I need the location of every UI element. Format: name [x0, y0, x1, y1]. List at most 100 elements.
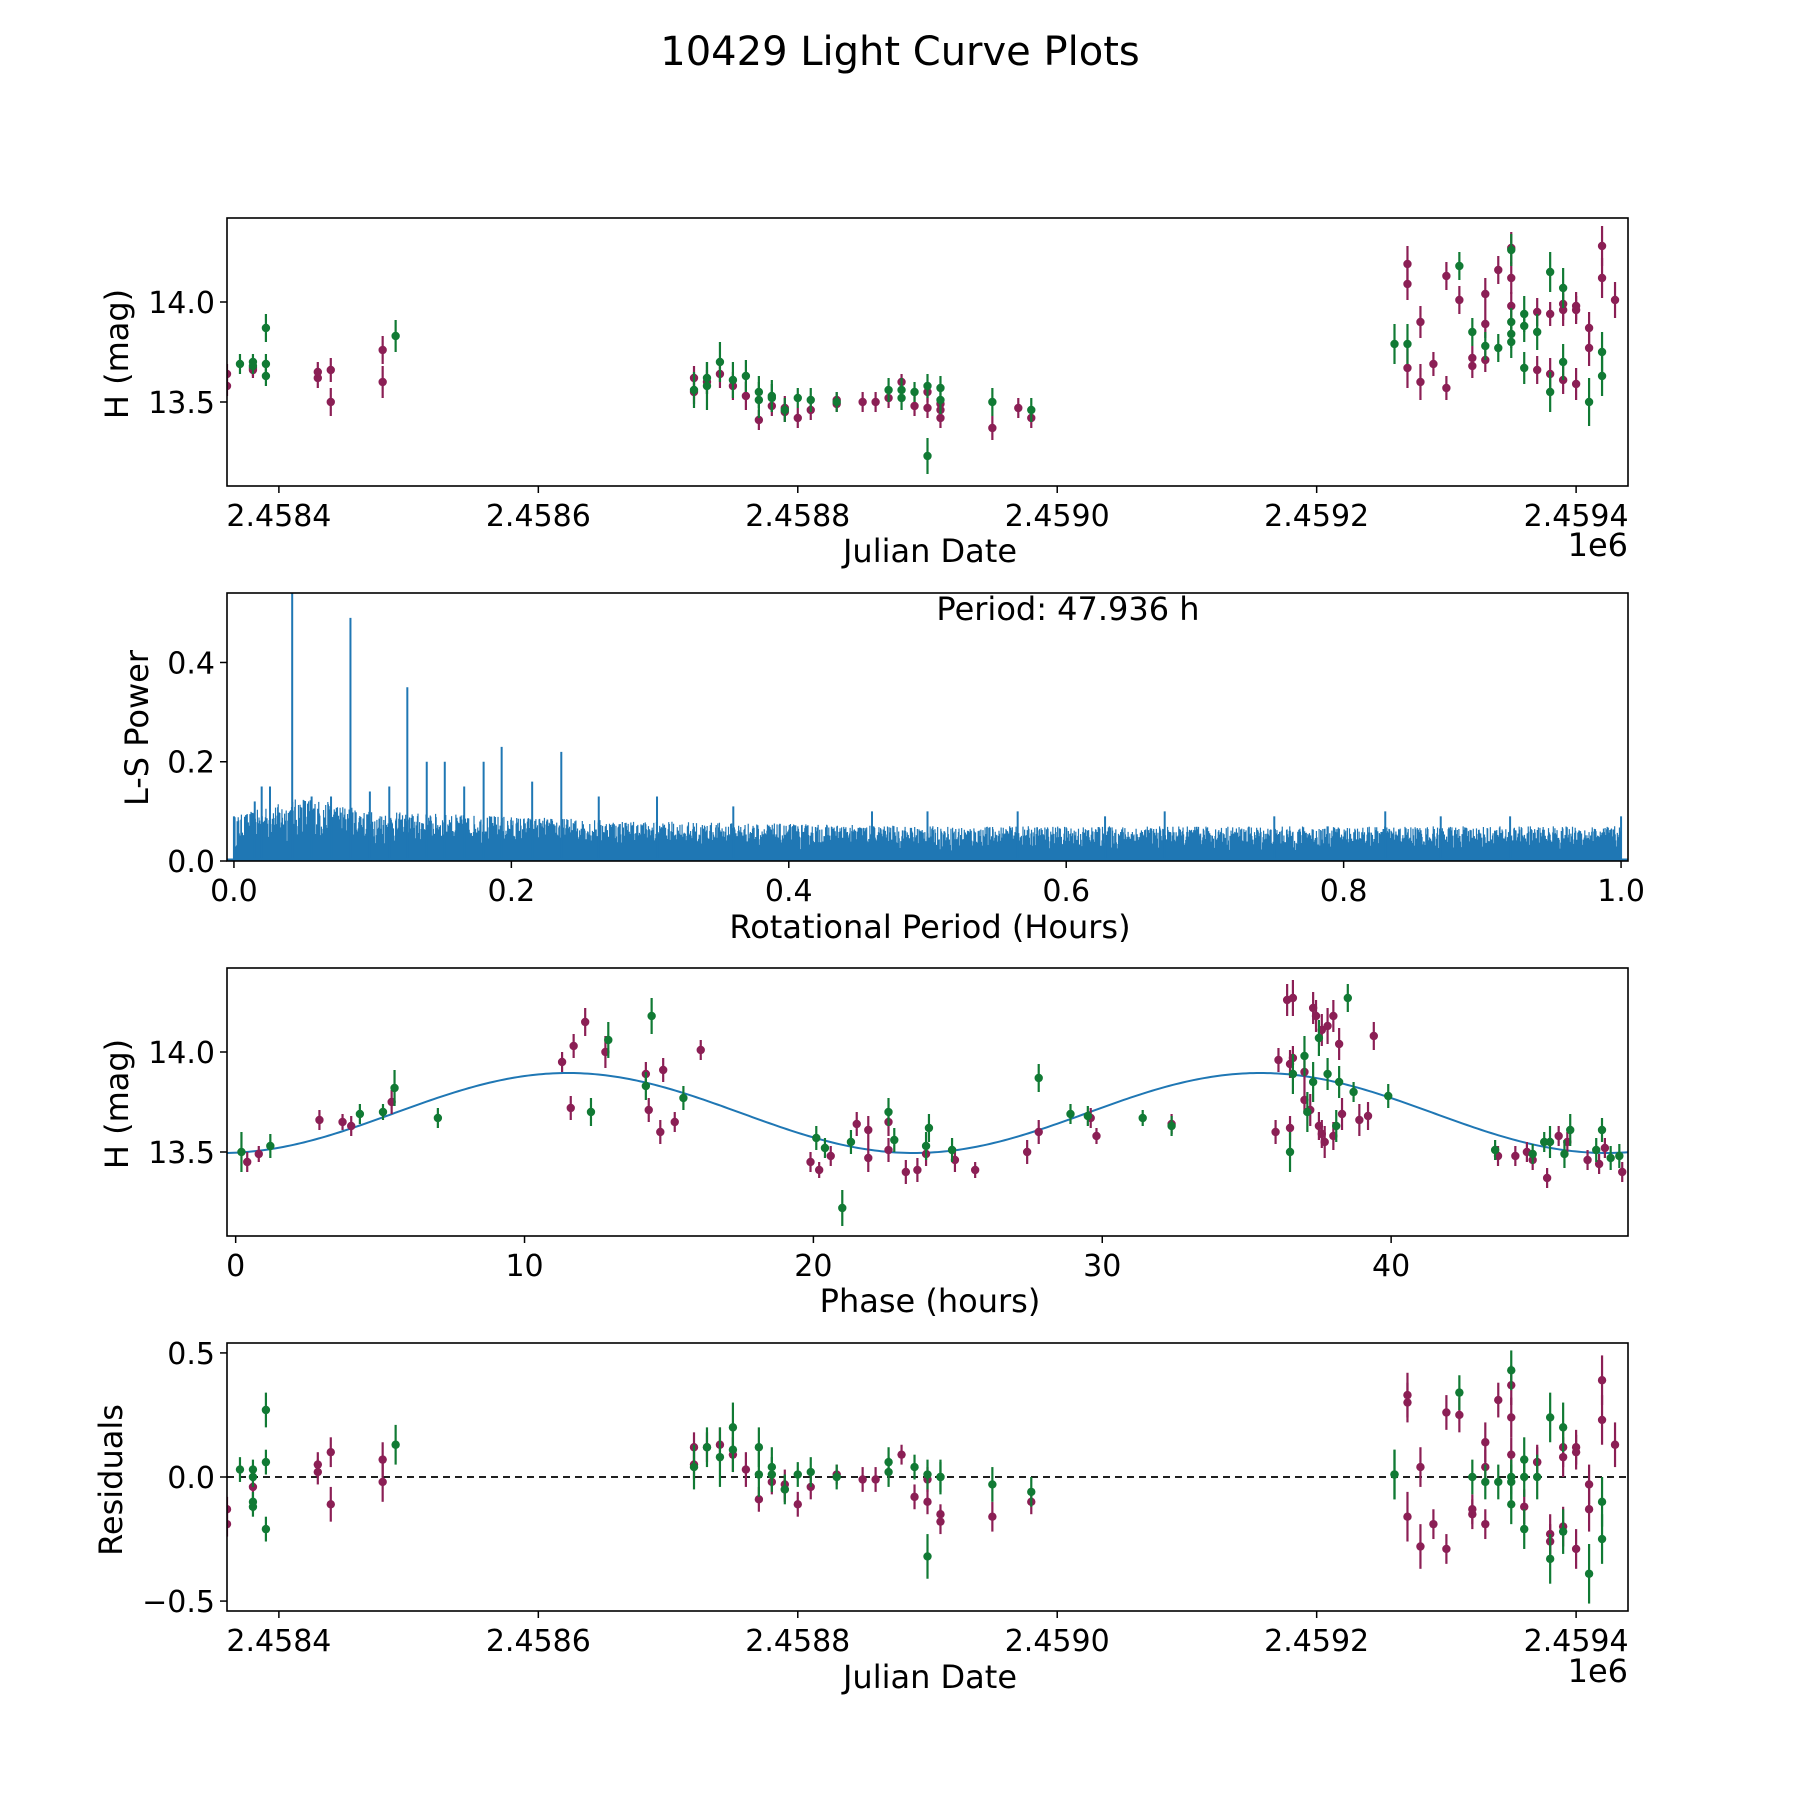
data-point	[1558, 357, 1568, 367]
periodogram-xtick-label: 1.0	[1597, 874, 1645, 909]
data-point	[884, 1145, 893, 1155]
lightcurve-xlabel: Julian Date	[841, 532, 1017, 570]
data-point	[988, 1512, 997, 1521]
data-point	[1532, 327, 1542, 337]
data-point	[814, 1165, 824, 1175]
periodogram-annotation: Period: 47.936 h	[936, 590, 1199, 628]
data-point	[858, 397, 867, 407]
periodogram-ytick-label: 0.2	[167, 746, 215, 781]
residuals-ytick-label: −0.5	[142, 1585, 215, 1620]
data-point	[832, 397, 841, 407]
data-point	[858, 1475, 867, 1484]
data-point	[1597, 1534, 1607, 1544]
data-point	[1490, 1145, 1500, 1155]
data-point	[1584, 1480, 1594, 1489]
data-point	[884, 1467, 893, 1477]
data-point	[390, 1083, 399, 1093]
phased-ticks: 0 10 20 30 40 13.5 14.0	[148, 1036, 1410, 1284]
data-point	[1027, 1487, 1036, 1497]
data-point	[1288, 1069, 1298, 1079]
data-point	[1494, 1477, 1503, 1487]
data-point	[1288, 993, 1298, 1003]
data-point	[1363, 1111, 1373, 1121]
data-point	[1540, 1137, 1549, 1147]
data-point	[1592, 1145, 1601, 1155]
periodogram-axes-frame	[226, 592, 1629, 862]
data-point	[1520, 1524, 1529, 1534]
phased-series-band-B	[237, 984, 1624, 1226]
data-point	[1027, 405, 1036, 415]
data-point	[1481, 1438, 1490, 1447]
data-point	[347, 1121, 356, 1131]
data-point	[679, 1093, 688, 1103]
data-point	[1597, 1497, 1607, 1507]
data-point	[1416, 1462, 1425, 1472]
data-point	[897, 1450, 906, 1459]
data-point	[1311, 1011, 1321, 1021]
data-point	[1584, 1505, 1594, 1514]
data-point	[897, 393, 906, 403]
lightcurve-offset-label: 1e6	[1568, 526, 1628, 564]
data-point	[1597, 347, 1607, 357]
data-point	[644, 1105, 653, 1115]
panel-residuals: Residuals Julian Date 1e6 2.4584 2.4586 2.…	[92, 1337, 1629, 1696]
residuals-xtick-label: 2.4588	[745, 1624, 850, 1659]
data-point	[793, 393, 802, 403]
phased-plot-area	[227, 980, 1628, 1226]
data-point	[1403, 1512, 1412, 1521]
lightcurve-xtick-label: 2.4586	[486, 499, 591, 534]
data-point	[1429, 1519, 1438, 1529]
data-point	[947, 1145, 957, 1155]
data-point	[1597, 1125, 1607, 1135]
data-point	[696, 1045, 705, 1055]
data-point	[1329, 1011, 1338, 1021]
data-point	[315, 1115, 324, 1125]
data-point	[248, 1497, 258, 1507]
data-point	[754, 387, 764, 397]
data-point	[689, 385, 699, 395]
data-point	[261, 323, 271, 333]
data-point	[1403, 363, 1412, 373]
periodogram-xtick-label: 0.0	[210, 874, 258, 909]
data-point	[326, 397, 335, 407]
data-point	[261, 359, 271, 369]
data-point	[728, 1445, 738, 1454]
data-point	[1520, 363, 1529, 373]
data-point	[1507, 317, 1516, 327]
data-point	[1334, 1077, 1344, 1087]
data-point	[227, 1505, 232, 1514]
data-point	[1429, 359, 1438, 369]
data-point	[261, 371, 271, 381]
data-point	[864, 1153, 873, 1163]
data-point	[890, 1135, 899, 1145]
data-point	[1610, 295, 1620, 305]
data-point	[1615, 1151, 1624, 1161]
data-point	[1558, 283, 1568, 293]
data-point	[1014, 403, 1023, 413]
data-point	[871, 1475, 880, 1484]
data-point	[1349, 1087, 1358, 1097]
lightcurve-ytick-label: 14.0	[148, 286, 215, 321]
data-point	[1545, 267, 1555, 277]
data-point	[1271, 1127, 1280, 1137]
data-point	[715, 357, 725, 367]
panel-periodogram: L-S Power Rotational Period (Hours) Peri…	[118, 590, 1645, 946]
data-point	[901, 1167, 911, 1177]
residuals-series-band-B	[235, 1350, 1607, 1604]
lightcurve-xtick-label: 2.4592	[1264, 499, 1369, 534]
data-point	[1403, 279, 1412, 289]
lightcurve-series-band-B	[235, 234, 1607, 474]
data-point	[1545, 1137, 1555, 1147]
data-point	[261, 1405, 271, 1415]
data-point	[1584, 343, 1594, 353]
data-point	[604, 1035, 613, 1045]
lightcurve-xtick-label: 2.4594	[1524, 499, 1629, 534]
data-point	[1167, 1121, 1176, 1131]
data-point	[266, 1141, 275, 1151]
data-point	[656, 1127, 665, 1137]
data-point	[884, 385, 893, 395]
data-point	[391, 1440, 400, 1449]
lightcurve-axes-frame	[226, 217, 1629, 487]
data-point	[1274, 1055, 1283, 1065]
